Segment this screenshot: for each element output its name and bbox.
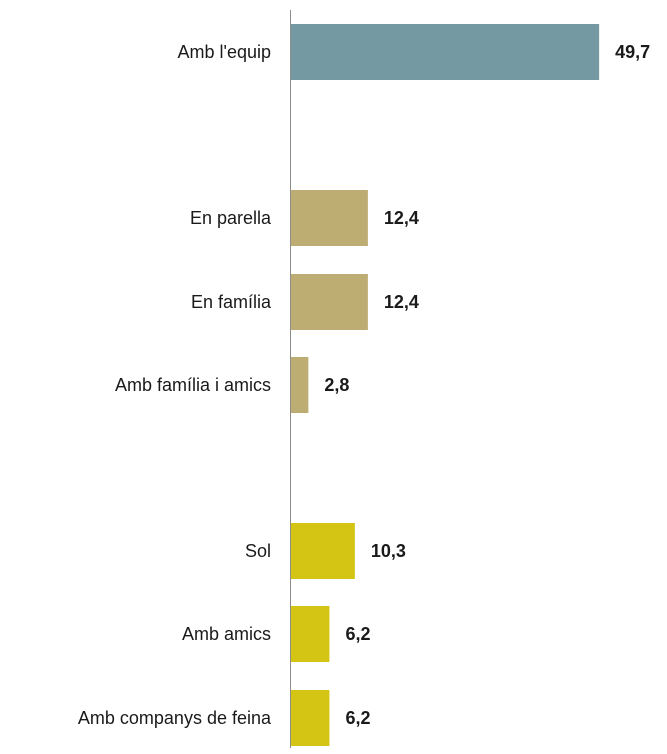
category-label: Sol xyxy=(245,541,271,561)
category-label: En parella xyxy=(190,208,272,228)
category-label: Amb amics xyxy=(182,624,271,644)
bar xyxy=(291,190,368,246)
category-label: Amb companys de feina xyxy=(78,708,272,728)
category-label: Amb família i amics xyxy=(115,375,271,395)
value-label: 12,4 xyxy=(384,292,419,312)
value-label: 10,3 xyxy=(371,541,406,561)
bar xyxy=(291,274,368,330)
chart-marks: Amb l'equip 49,7 En parella 12,4 En família 1… xyxy=(78,24,650,746)
bar xyxy=(291,606,330,662)
bar xyxy=(291,24,600,80)
bar xyxy=(291,357,309,413)
bar xyxy=(291,690,330,746)
value-label: 2,8 xyxy=(324,375,349,395)
bar xyxy=(291,523,355,579)
category-label: Amb l'equip xyxy=(178,42,272,62)
value-label: 12,4 xyxy=(384,208,419,228)
value-label: 6,2 xyxy=(345,624,370,644)
value-label: 6,2 xyxy=(345,708,370,728)
category-label: En família xyxy=(191,292,272,312)
value-label: 49,7 xyxy=(615,42,650,62)
